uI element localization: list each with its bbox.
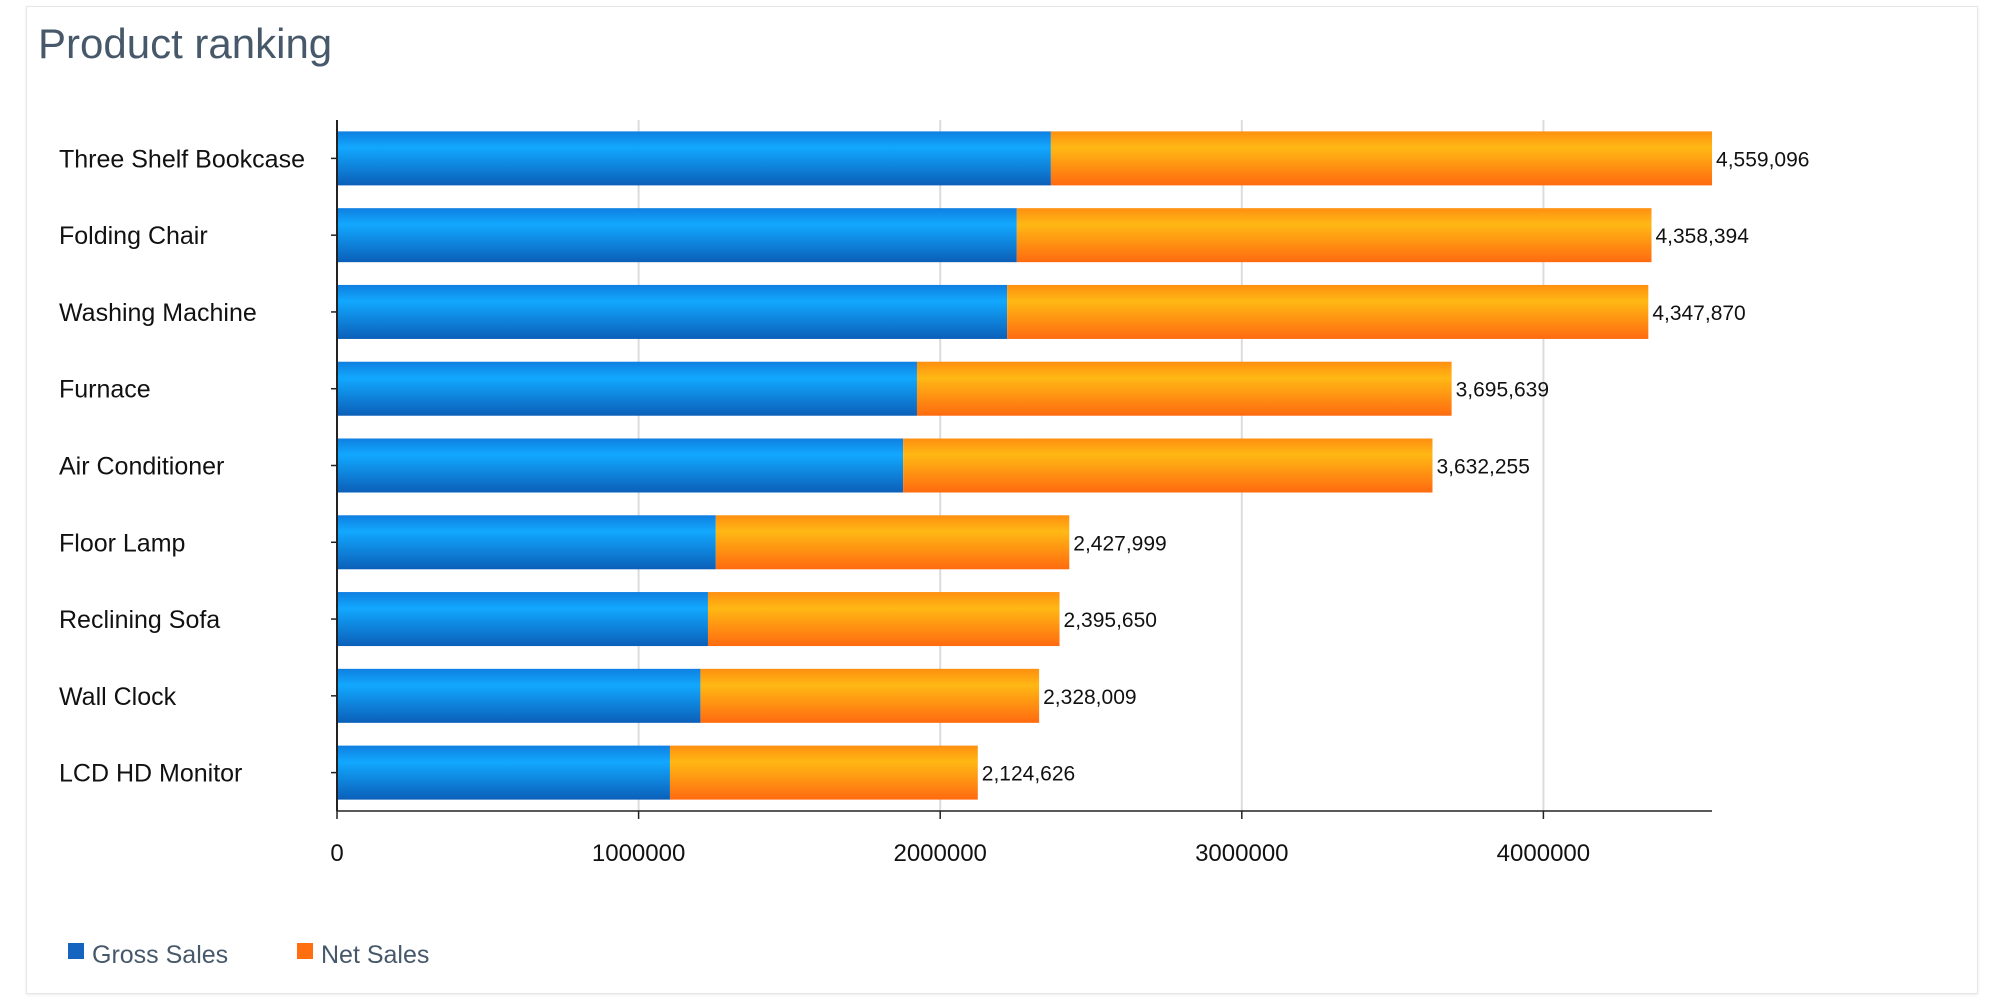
- chart-title: Product ranking: [38, 20, 333, 67]
- category-label: Wall Clock: [59, 683, 177, 711]
- data-label-total: 2,328,009: [1043, 686, 1136, 709]
- data-label-total: 4,559,096: [1716, 148, 1809, 171]
- x-tick-label: 3000000: [1195, 840, 1288, 867]
- bar-net-sales: [903, 438, 1433, 493]
- category-label: Furnace: [59, 376, 151, 404]
- bar-gross-sales: [337, 592, 708, 647]
- bar-gross-sales: [337, 668, 701, 723]
- legend-item-net[interactable]: Net Sales: [297, 941, 429, 969]
- bar-gross-sales: [337, 745, 670, 800]
- bar-gross-sales: [337, 284, 1008, 339]
- data-label-total: 3,695,639: [1456, 379, 1549, 402]
- bar-net-sales: [715, 515, 1070, 570]
- data-label-total: 2,395,650: [1064, 609, 1157, 632]
- bar-gross-sales: [337, 515, 716, 570]
- data-label-total: 4,358,394: [1655, 225, 1749, 248]
- bar-gross-sales: [337, 361, 917, 416]
- bar-gross-sales: [337, 131, 1051, 186]
- legend-swatch-gross: [68, 943, 84, 959]
- x-tick-label: 1000000: [592, 840, 685, 867]
- legend-label-gross: Gross Sales: [92, 941, 228, 969]
- x-tick-label: 2000000: [893, 840, 986, 867]
- bar-net-sales: [1050, 131, 1713, 186]
- bar-net-sales: [916, 361, 1452, 416]
- data-label-total: 4,347,870: [1652, 302, 1745, 325]
- data-label-total: 2,124,626: [982, 763, 1075, 786]
- x-tick-label: 4000000: [1497, 840, 1590, 867]
- bar-net-sales: [1016, 208, 1652, 263]
- category-label: Reclining Sofa: [59, 606, 220, 634]
- data-label-total: 3,632,255: [1436, 456, 1529, 479]
- bar-net-sales: [707, 592, 1060, 647]
- category-label: Folding Chair: [59, 222, 208, 250]
- bar-net-sales: [669, 745, 978, 800]
- bar-net-sales: [700, 668, 1040, 723]
- x-tick-label: 0: [330, 840, 343, 867]
- category-label: LCD HD Monitor: [59, 760, 242, 788]
- legend-item-gross[interactable]: Gross Sales: [68, 941, 228, 969]
- legend-label-net: Net Sales: [321, 941, 429, 969]
- category-label: Floor Lamp: [59, 529, 185, 557]
- bar-net-sales: [1007, 284, 1649, 339]
- category-label: Three Shelf Bookcase: [59, 145, 305, 173]
- category-label: Washing Machine: [59, 299, 257, 327]
- category-label: Air Conditioner: [59, 453, 224, 481]
- bar-gross-sales: [337, 438, 904, 493]
- legend: Gross Sales Net Sales: [68, 941, 429, 969]
- bar-gross-sales: [337, 208, 1017, 263]
- data-label-total: 2,427,999: [1073, 532, 1166, 555]
- legend-swatch-net: [297, 943, 313, 959]
